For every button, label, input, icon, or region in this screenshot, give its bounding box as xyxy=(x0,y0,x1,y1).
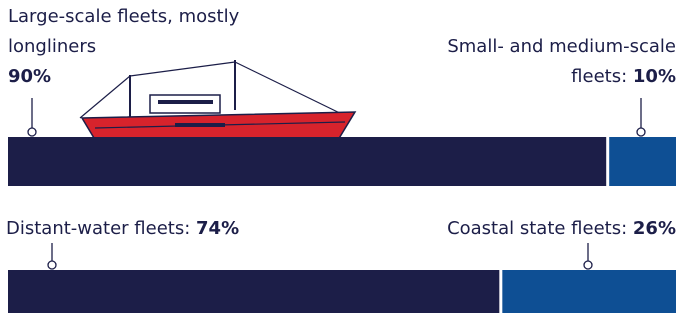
label: Large-scale fleets, mostly longliners 90… xyxy=(8,2,298,92)
label: Distant-water fleets: 74% xyxy=(6,214,239,244)
bar-segment xyxy=(8,137,606,186)
pointer-dot xyxy=(637,128,645,136)
series-name: Coastal state fleets: xyxy=(447,218,627,239)
infographic: Large-scale fleets, mostly longliners 90… xyxy=(0,0,678,313)
series-name: Distant-water fleets: xyxy=(6,218,190,239)
pointer-dot xyxy=(48,261,56,269)
bar-segment xyxy=(502,270,676,313)
value-label: 90% xyxy=(8,66,51,87)
value-label: 26% xyxy=(633,218,676,239)
bar-segment xyxy=(8,270,499,313)
bar-segment xyxy=(609,137,676,186)
value-label: 74% xyxy=(196,218,239,239)
label: Small- and medium-scale fleets: 10% xyxy=(396,32,676,92)
label: Coastal state fleets: 26% xyxy=(447,214,676,244)
pointer-dot xyxy=(584,261,592,269)
value-label: 10% xyxy=(633,66,676,87)
pointer-dot xyxy=(28,128,36,136)
series-name: Large-scale fleets, mostly longliners xyxy=(8,6,239,57)
